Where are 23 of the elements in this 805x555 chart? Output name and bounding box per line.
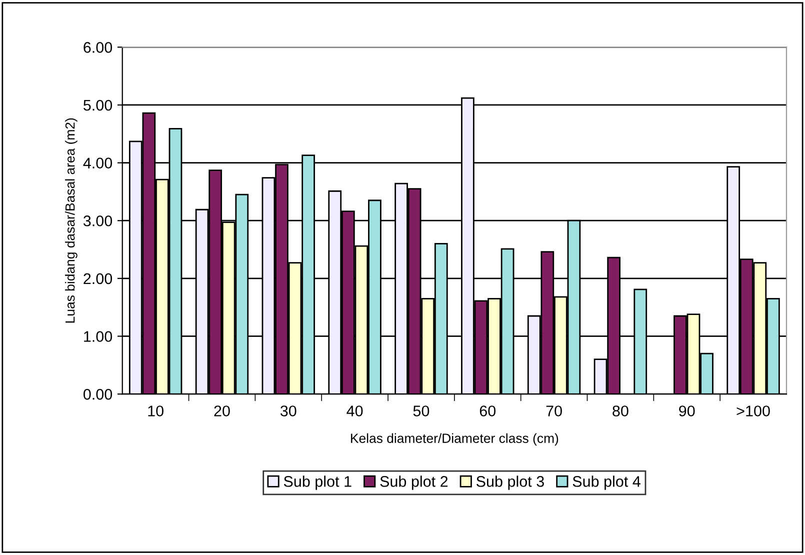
y-tick-label: 4.00 <box>83 158 112 168</box>
y-tick-label: 3.00 <box>83 215 112 226</box>
x-tick-label: 30 <box>280 406 296 416</box>
x-tick-label: >100 <box>736 406 770 416</box>
y-tick-label: 1.00 <box>84 331 112 342</box>
x-tick-label: 40 <box>346 406 363 416</box>
x-tick-label: 60 <box>480 406 496 416</box>
legend-label: Sub plot 3 <box>476 476 544 490</box>
x-axis-title: Kelas diameter/Diameter class (cm) <box>351 433 558 446</box>
x-tick-label: 20 <box>214 406 230 416</box>
x-tick-label: 10 <box>148 406 164 416</box>
legend-label: Sub plot 1 <box>284 476 352 490</box>
y-axis-title: Luas bidang dasar/Basal area (m2) <box>65 118 78 323</box>
y-tick-label: 6.00 <box>84 42 112 53</box>
y-tick-label: 5.00 <box>84 100 112 111</box>
y-tick-label: 0.00 <box>84 388 112 400</box>
y-tick-label: 2.00 <box>84 273 112 284</box>
x-tick-label: 80 <box>612 406 628 416</box>
x-tick-label: 90 <box>679 406 695 416</box>
legend-label: Sub plot 4 <box>572 476 640 490</box>
x-tick-label: 50 <box>413 406 430 416</box>
legend-label: Sub plot 2 <box>380 476 448 490</box>
x-tick-label: 70 <box>546 406 562 416</box>
